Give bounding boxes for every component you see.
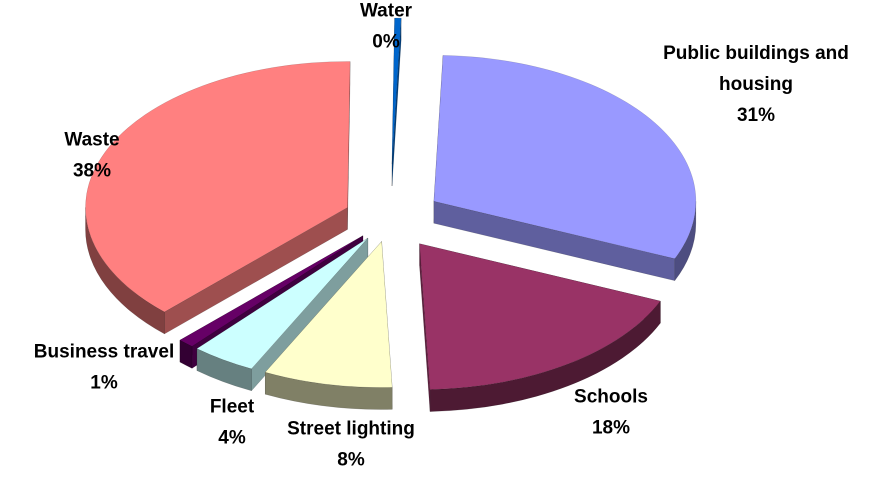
slice-pct-label-waste: 38% [73, 161, 111, 182]
slice-label-business-travel-line-1: Business travel [34, 342, 174, 363]
slice-fleet [196, 237, 369, 370]
slice-side-start-fleet [251, 237, 369, 392]
slice-label-fleet-line-1: Fleet [210, 397, 255, 418]
slice-label-water-line-1: Water [360, 1, 413, 22]
slice-schools [419, 243, 661, 390]
slice-street-lighting [264, 240, 393, 388]
slice-water [391, 17, 402, 165]
slice-side-end-public-buildings-and-housing [433, 200, 676, 281]
slice-label-waste-line-1: Waste [64, 130, 119, 151]
slice-label-street-lighting-line-1: Street lighting [287, 419, 415, 440]
slice-pct-label-public-buildings-and-housing: 31% [737, 105, 775, 126]
slice-business-travel [179, 235, 364, 347]
slice-label-public-buildings-and-housing-line-2: housing [719, 74, 793, 95]
slice-pct-label-water: 0% [372, 32, 400, 53]
slice-pct-label-schools: 18% [592, 418, 630, 439]
slice-side-end-schools [419, 243, 431, 412]
slice-side-end-waste [347, 61, 351, 230]
slice-pct-label-street-lighting: 8% [337, 450, 365, 471]
slice-pct-label-business-travel: 1% [90, 373, 118, 394]
slice-side-end-water [391, 18, 402, 187]
slice-pct-label-fleet: 4% [218, 428, 246, 449]
slice-label-public-buildings-and-housing-line-1: Public buildings and [663, 43, 849, 64]
slice-label-schools-line-1: Schools [574, 387, 648, 408]
slice-waste [85, 61, 351, 313]
slice-public-buildings-and-housing [433, 55, 697, 259]
